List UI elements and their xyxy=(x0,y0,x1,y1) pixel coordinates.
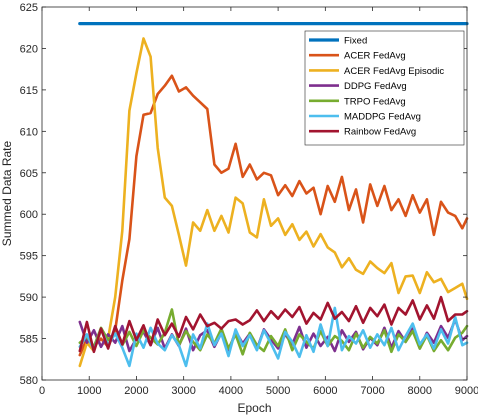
series-line-acer-fedavg xyxy=(78,74,469,357)
y-tick-label: 610 xyxy=(20,126,38,138)
y-tick-label: 625 xyxy=(20,2,38,14)
series-layer xyxy=(78,22,469,368)
x-tick-label: 3000 xyxy=(171,385,195,397)
y-tick-label: 580 xyxy=(20,375,38,387)
y-tick-label: 590 xyxy=(20,292,38,304)
y-tick-label: 600 xyxy=(20,209,38,221)
x-tick-label: 7000 xyxy=(360,385,384,397)
legend-box xyxy=(304,30,465,146)
x-tick-label: 6000 xyxy=(313,385,337,397)
y-tick-label: 615 xyxy=(20,85,38,97)
x-tick-label: 2000 xyxy=(124,385,148,397)
x-tick-label: 0 xyxy=(39,385,45,397)
x-tick-label: 1000 xyxy=(77,385,101,397)
x-tick-label: 9000 xyxy=(455,385,478,397)
y-tick-label: 620 xyxy=(20,43,38,55)
y-tick-label: 585 xyxy=(20,334,38,346)
y-tick-label: 595 xyxy=(20,251,38,263)
x-tick-label: 8000 xyxy=(408,385,432,397)
legend-label: TRPO FedAvg xyxy=(344,96,406,107)
legend-label: DDPG FedAvg xyxy=(344,81,407,92)
series-line-acer-fedavg-episodic xyxy=(78,37,469,368)
x-tick-label: 5000 xyxy=(266,385,290,397)
series-line-maddpg-fedavg xyxy=(78,306,469,368)
y-axis-title: Summed Data Rate xyxy=(0,140,14,246)
legend-label: Rainbow FedAvg xyxy=(344,127,416,138)
legend: Fixed ACER FedAvg ACER FedAvg Episodic DDPG… xyxy=(304,30,465,146)
legend-label: ACER FedAvg Episodic xyxy=(344,66,444,77)
x-axis-title: Epoch xyxy=(237,401,271,415)
axis-ticks: 0 1000 2000 3000 4000 5000 6000 7000 8000 9000 580… xyxy=(20,2,478,397)
x-tick-label: 4000 xyxy=(219,385,243,397)
series-line-rainbow-fedavg xyxy=(78,295,469,354)
legend-label: Fixed xyxy=(344,36,367,47)
plot-frame xyxy=(41,6,468,381)
legend-label: ACER FedAvg xyxy=(344,51,406,62)
legend-label: MADDPG FedAvg xyxy=(344,112,421,123)
y-tick-label: 605 xyxy=(20,168,38,180)
legend-entries: Fixed ACER FedAvg ACER FedAvg Episodic DDPG… xyxy=(309,36,444,138)
